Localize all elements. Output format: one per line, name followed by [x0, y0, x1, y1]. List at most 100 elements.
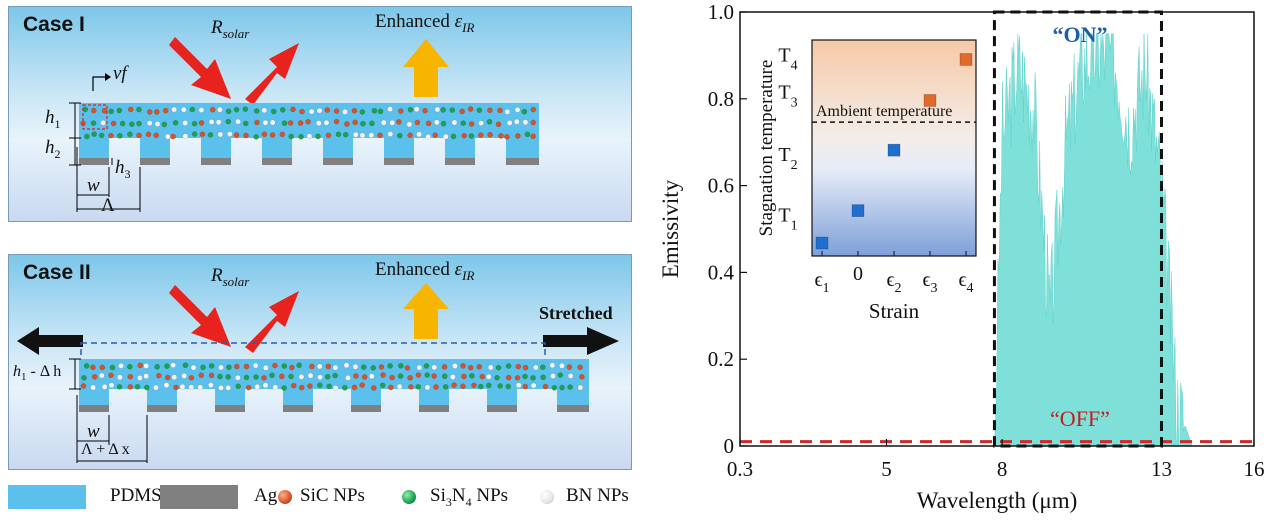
nanoparticle — [90, 364, 96, 371]
nanoparticle — [379, 382, 386, 389]
nanoparticle — [315, 133, 321, 140]
nanoparticle — [559, 362, 565, 369]
y-axis-label: Emissivity — [658, 179, 683, 278]
nanoparticle — [530, 133, 536, 140]
nanoparticle — [298, 374, 305, 380]
nanoparticle — [143, 363, 149, 369]
nanoparticle — [433, 384, 439, 390]
nanoparticle — [173, 384, 179, 391]
nanoparticle — [422, 107, 428, 114]
nanoparticle — [577, 384, 584, 391]
inset-data-point — [959, 53, 973, 66]
nanoparticle — [127, 131, 133, 138]
nanoparticle — [127, 106, 134, 113]
nanoparticle — [530, 119, 537, 126]
nanoparticle — [119, 120, 126, 127]
nanoparticle — [101, 107, 108, 114]
nanoparticle — [153, 132, 160, 139]
nanoparticle — [243, 374, 250, 381]
nanoparticle — [497, 383, 503, 389]
nanoparticle — [522, 364, 529, 371]
nanoparticle — [406, 121, 413, 128]
nanoparticle — [279, 131, 286, 138]
nanoparticle — [371, 107, 378, 114]
legend-bn-label: BN NPs — [566, 485, 629, 506]
nanoparticle — [127, 384, 134, 390]
nanoparticle — [505, 374, 512, 381]
nanoparticle — [81, 374, 87, 381]
nanoparticle — [83, 363, 90, 369]
emissivity-chart: 0.3 5 8 13 16 0 0.2 0.4 0.6 0.8 1.0 Wavelength (μm)… — [658, 0, 1265, 513]
y-tick-label: 0.2 — [708, 347, 734, 371]
nanoparticle — [425, 133, 431, 140]
nanoparticle — [557, 372, 564, 378]
nanoparticle — [449, 374, 456, 380]
nanoparticle — [136, 132, 142, 139]
w-label: w — [87, 421, 100, 442]
nanoparticle — [316, 363, 323, 370]
nanoparticle — [342, 384, 348, 391]
nanoparticle — [389, 374, 395, 381]
nanoparticle — [110, 120, 117, 127]
nanoparticle — [522, 373, 528, 380]
nanoparticle — [460, 363, 466, 369]
nanoparticle — [378, 364, 385, 370]
r-solar-label: Rsolar — [211, 17, 250, 41]
nanoparticle — [117, 374, 123, 381]
nanoparticle — [415, 383, 422, 390]
nanoparticle — [530, 106, 537, 113]
nanoparticle — [153, 384, 159, 391]
nanoparticle — [550, 373, 556, 379]
nanoparticle — [126, 363, 133, 370]
nanoparticle — [209, 106, 216, 113]
nanoparticle — [469, 373, 475, 379]
nanoparticle — [361, 374, 368, 380]
nanoparticle — [407, 375, 413, 381]
nanoparticle — [352, 131, 359, 138]
nanoparticle — [368, 132, 375, 138]
nanoparticle — [495, 364, 502, 371]
nanoparticle — [217, 373, 223, 380]
nanoparticle — [424, 372, 431, 378]
nanoparticle — [235, 383, 242, 390]
nanoparticle — [351, 384, 358, 391]
nanoparticle — [188, 375, 195, 381]
nanoparticle — [306, 133, 313, 140]
nanoparticle — [281, 385, 287, 391]
nanoparticle — [253, 134, 259, 140]
nanoparticle — [442, 133, 449, 140]
nanoparticle — [567, 384, 573, 390]
nanoparticle — [217, 106, 223, 113]
r-solar-label: Rsolar — [211, 265, 250, 289]
nanoparticle — [281, 120, 288, 127]
nanoparticle — [182, 362, 189, 369]
nanoparticle — [269, 119, 276, 126]
nanoparticle — [179, 383, 186, 390]
nanoparticles-case-2 — [80, 362, 585, 391]
nanoparticle — [288, 373, 294, 380]
nanoparticle — [468, 133, 475, 139]
nanoparticle — [323, 119, 330, 126]
nanoparticle — [449, 107, 456, 113]
nanoparticle — [91, 373, 98, 380]
solar-incoming-arrow — [169, 285, 231, 347]
nanoparticle — [494, 374, 500, 381]
nanoparticle — [254, 383, 261, 390]
nanoparticle — [551, 385, 558, 391]
nanoparticle — [342, 131, 349, 138]
nanoparticle — [325, 132, 332, 139]
nanoparticle — [172, 119, 179, 126]
nanoparticle — [162, 107, 169, 114]
nanoparticle — [431, 373, 437, 379]
nanoparticle — [235, 118, 241, 125]
nanoparticles-case-1 — [80, 106, 537, 140]
nanoparticle — [298, 384, 305, 391]
period-label: Λ — [101, 195, 115, 216]
nanoparticle — [171, 106, 177, 113]
nanoparticle — [199, 131, 206, 137]
case-2-structure — [17, 283, 619, 463]
nanoparticle — [290, 382, 297, 389]
nanoparticle — [416, 131, 422, 138]
nanoparticle — [360, 120, 366, 127]
nanoparticle — [144, 384, 150, 391]
